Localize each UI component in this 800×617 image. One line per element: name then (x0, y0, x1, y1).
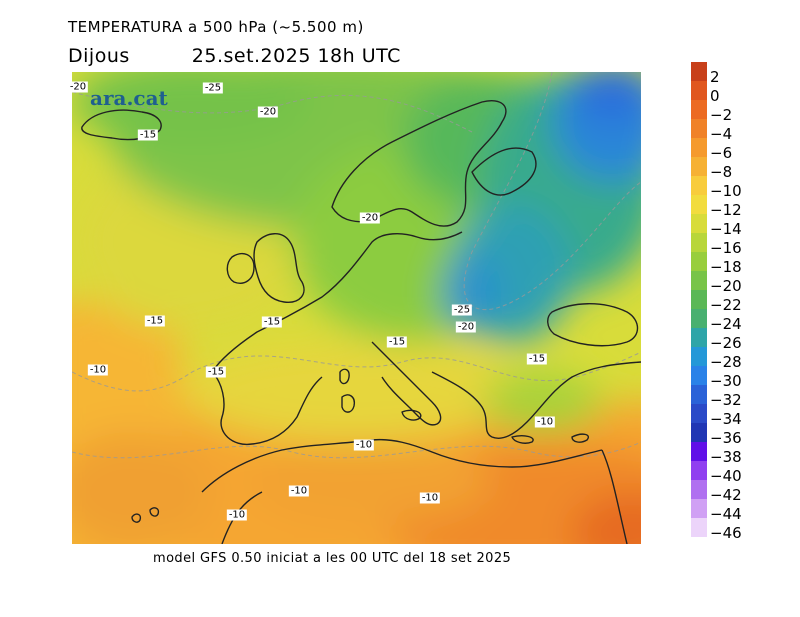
legend-swatch (691, 195, 707, 214)
temperature-map (72, 72, 641, 544)
color-legend (691, 62, 707, 556)
legend-swatch (691, 461, 707, 480)
legend-swatch (691, 423, 707, 442)
legend-label: −2 (710, 106, 733, 124)
legend-swatch (691, 252, 707, 271)
contour-label: -10 (353, 439, 375, 451)
brand-logo: ara.cat (90, 86, 168, 110)
contour-label: -10 (534, 416, 556, 428)
legend-label: −16 (710, 239, 742, 257)
legend-swatch (691, 347, 707, 366)
legend-label: −14 (710, 220, 742, 238)
weekday-label: Dijous (68, 45, 130, 67)
legend-swatch (691, 176, 707, 195)
legend-swatch (691, 309, 707, 328)
legend-label: −4 (710, 125, 733, 143)
legend-swatch (691, 480, 707, 499)
contour-label: -10 (226, 509, 248, 521)
legend-label: −10 (710, 182, 742, 200)
map-title: TEMPERATURA a 500 hPa (~5.500 m) (68, 18, 364, 36)
legend-swatch (691, 157, 707, 176)
contour-label: -20 (67, 81, 89, 93)
contour-label: -25 (451, 304, 473, 316)
legend-swatch (691, 290, 707, 309)
model-footnote: model GFS 0.50 iniciat a les 00 UTC del … (153, 551, 512, 566)
legend-label: −46 (710, 524, 742, 542)
legend-swatch (691, 138, 707, 157)
legend-swatch (691, 100, 707, 119)
legend-swatch (691, 385, 707, 404)
legend-swatch (691, 214, 707, 233)
legend-label: 0 (710, 87, 720, 105)
contour-label: -15 (144, 315, 166, 327)
legend-swatch (691, 499, 707, 518)
legend-labels: 2 0 −2 −4 −6 −8 −10 −12 −14 −16 −18 −20 −22 −24 −26 −28… (710, 68, 742, 543)
map-canvas (72, 72, 641, 544)
contour-label: -15 (526, 353, 548, 365)
contour-label: -15 (205, 366, 227, 378)
legend-label: −34 (710, 410, 742, 428)
legend-label: −18 (710, 258, 742, 276)
contour-label: -10 (419, 492, 441, 504)
contour-label: -15 (386, 336, 408, 348)
contour-label: -20 (257, 106, 279, 118)
legend-label: −26 (710, 334, 742, 352)
contour-label: -10 (288, 485, 310, 497)
legend-label: −6 (710, 144, 733, 162)
legend-label: −38 (710, 448, 742, 466)
contour-label: -25 (202, 82, 224, 94)
legend-label: −42 (710, 486, 742, 504)
legend-label: −22 (710, 296, 742, 314)
legend-label: −44 (710, 505, 742, 523)
map-subtitle: Dijous 25.set.2025 18h UTC (68, 45, 401, 67)
legend-label: −30 (710, 372, 742, 390)
legend-swatch (691, 233, 707, 252)
legend-label: −24 (710, 315, 742, 333)
legend-swatch (691, 328, 707, 347)
contour-label: -20 (455, 321, 477, 333)
contour-label: -15 (261, 316, 283, 328)
valid-time-label: 25.set.2025 18h UTC (191, 45, 401, 67)
legend-label: 2 (710, 68, 720, 86)
legend-label: −32 (710, 391, 742, 409)
legend-label: −40 (710, 467, 742, 485)
legend-label: −28 (710, 353, 742, 371)
legend-swatch (691, 366, 707, 385)
legend-label: −12 (710, 201, 742, 219)
contour-label: -10 (87, 364, 109, 376)
contour-label: -15 (137, 129, 159, 141)
legend-label: −20 (710, 277, 742, 295)
legend-swatch (691, 271, 707, 290)
contour-label: -20 (359, 212, 381, 224)
legend-swatch (691, 62, 707, 81)
legend-swatch (691, 119, 707, 138)
legend-label: −36 (710, 429, 742, 447)
legend-swatch (691, 404, 707, 423)
legend-swatch (691, 518, 707, 537)
legend-swatch (691, 81, 707, 100)
legend-swatch (691, 442, 707, 461)
legend-label: −8 (710, 163, 733, 181)
